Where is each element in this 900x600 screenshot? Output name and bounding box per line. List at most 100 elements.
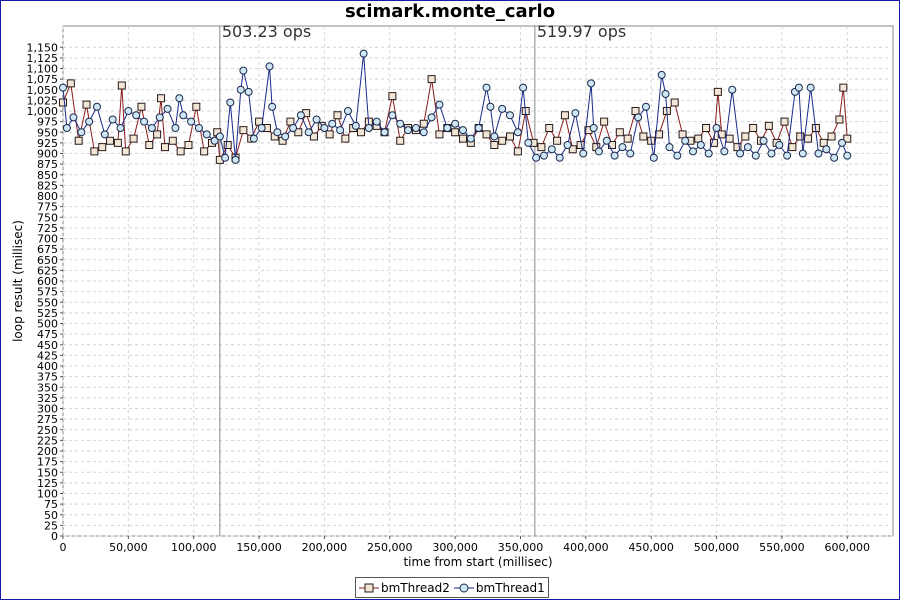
data-point: [451, 128, 460, 137]
data-point: [427, 75, 436, 84]
data-point: [396, 119, 405, 128]
data-point: [200, 147, 209, 156]
data-point: [90, 147, 99, 156]
y-tick-label: 850: [37, 169, 58, 182]
data-point: [665, 143, 674, 152]
data-point: [704, 149, 713, 158]
data-point: [343, 107, 352, 115]
data-point: [312, 115, 321, 124]
series-line: [62, 53, 848, 160]
data-point: [184, 141, 193, 149]
data-point: [62, 124, 71, 132]
y-tick-label: 350: [37, 381, 58, 394]
data-point: [560, 111, 569, 120]
data-point: [239, 126, 248, 135]
data-point: [579, 149, 588, 158]
x-tick-label: 200,000: [302, 541, 348, 554]
data-point: [775, 141, 784, 149]
data-point: [839, 83, 848, 92]
legend: bmThread2 bmThread1: [355, 577, 549, 598]
y-tick-label: 700: [37, 233, 58, 246]
data-point: [357, 128, 366, 137]
x-tick-label: 600,000: [825, 541, 871, 554]
y-tick-label: 325: [37, 392, 58, 405]
data-point: [179, 111, 188, 120]
y-tick-label: 950: [37, 126, 58, 139]
data-point: [689, 147, 698, 156]
data-point: [600, 117, 609, 126]
data-point: [713, 87, 722, 96]
y-tick-label: 775: [37, 201, 58, 214]
legend-swatch-circle: [453, 583, 474, 592]
data-point: [545, 124, 554, 132]
data-point: [741, 132, 750, 141]
y-tick-label: 550: [37, 296, 58, 309]
data-point: [759, 136, 768, 145]
data-point: [513, 128, 522, 137]
data-point: [451, 119, 460, 128]
data-point: [153, 130, 162, 139]
data-point: [532, 153, 541, 162]
data-point: [157, 94, 166, 103]
data-point: [780, 117, 789, 126]
axes: 0255075100125150175200225250275300325350…: [27, 41, 871, 554]
data-point: [221, 153, 230, 162]
data-point: [257, 124, 266, 132]
data-point: [147, 124, 156, 132]
data-point: [720, 147, 729, 156]
y-tick-label: 300: [37, 403, 58, 416]
legend-item-bmthread1: bmThread1: [453, 581, 545, 595]
y-tick-label: 25: [44, 519, 58, 532]
data-point: [435, 130, 444, 139]
y-tick-label: 825: [37, 179, 58, 192]
y-tick-label: 250: [37, 424, 58, 437]
data-point: [325, 130, 334, 139]
data-point: [132, 111, 141, 120]
legend-item-bmthread2: bmThread2: [359, 581, 450, 595]
data-point: [623, 134, 632, 143]
data-point: [814, 149, 823, 158]
chart-title: scimark.monte_carlo: [344, 1, 556, 22]
data-point: [419, 119, 428, 128]
y-tick-label: 375: [37, 371, 58, 384]
data-point: [124, 107, 133, 115]
data-point: [226, 98, 235, 107]
y-tick-label: 650: [37, 254, 58, 267]
data-point: [435, 100, 444, 109]
data-point: [336, 126, 345, 135]
y-tick-label: 1,075: [27, 73, 59, 86]
data-point: [743, 143, 752, 152]
series-bmThread2: [59, 75, 852, 164]
y-tick-label: 500: [37, 318, 58, 331]
x-tick-label: 100,000: [171, 541, 217, 554]
data-point: [524, 138, 533, 147]
data-point: [482, 83, 491, 92]
x-tick-label: 400,000: [563, 541, 609, 554]
data-point: [783, 151, 792, 160]
data-point: [751, 151, 760, 160]
data-point: [187, 117, 196, 126]
y-tick-label: 1,125: [27, 52, 59, 65]
data-point: [547, 145, 556, 154]
series-bmThread1: [59, 49, 852, 164]
data-point: [194, 124, 203, 132]
data-point: [396, 136, 405, 145]
data-point: [333, 111, 342, 120]
data-point: [210, 136, 219, 145]
data-point: [273, 128, 282, 137]
data-point: [231, 155, 240, 164]
data-point: [767, 149, 776, 158]
y-tick-label: 575: [37, 286, 58, 299]
data-point: [712, 124, 721, 132]
x-tick-label: 300,000: [432, 541, 478, 554]
data-point: [296, 111, 305, 120]
marker-label: 519.97 ops: [537, 22, 626, 41]
y-tick-label: 525: [37, 307, 58, 320]
x-tick-label: 50,000: [109, 541, 148, 554]
data-point: [281, 132, 290, 141]
data-point: [661, 90, 670, 98]
data-point: [519, 83, 528, 92]
x-axis-title: time from start (millisec): [403, 555, 552, 569]
y-tick-label: 50: [44, 509, 58, 522]
data-point: [116, 124, 125, 132]
